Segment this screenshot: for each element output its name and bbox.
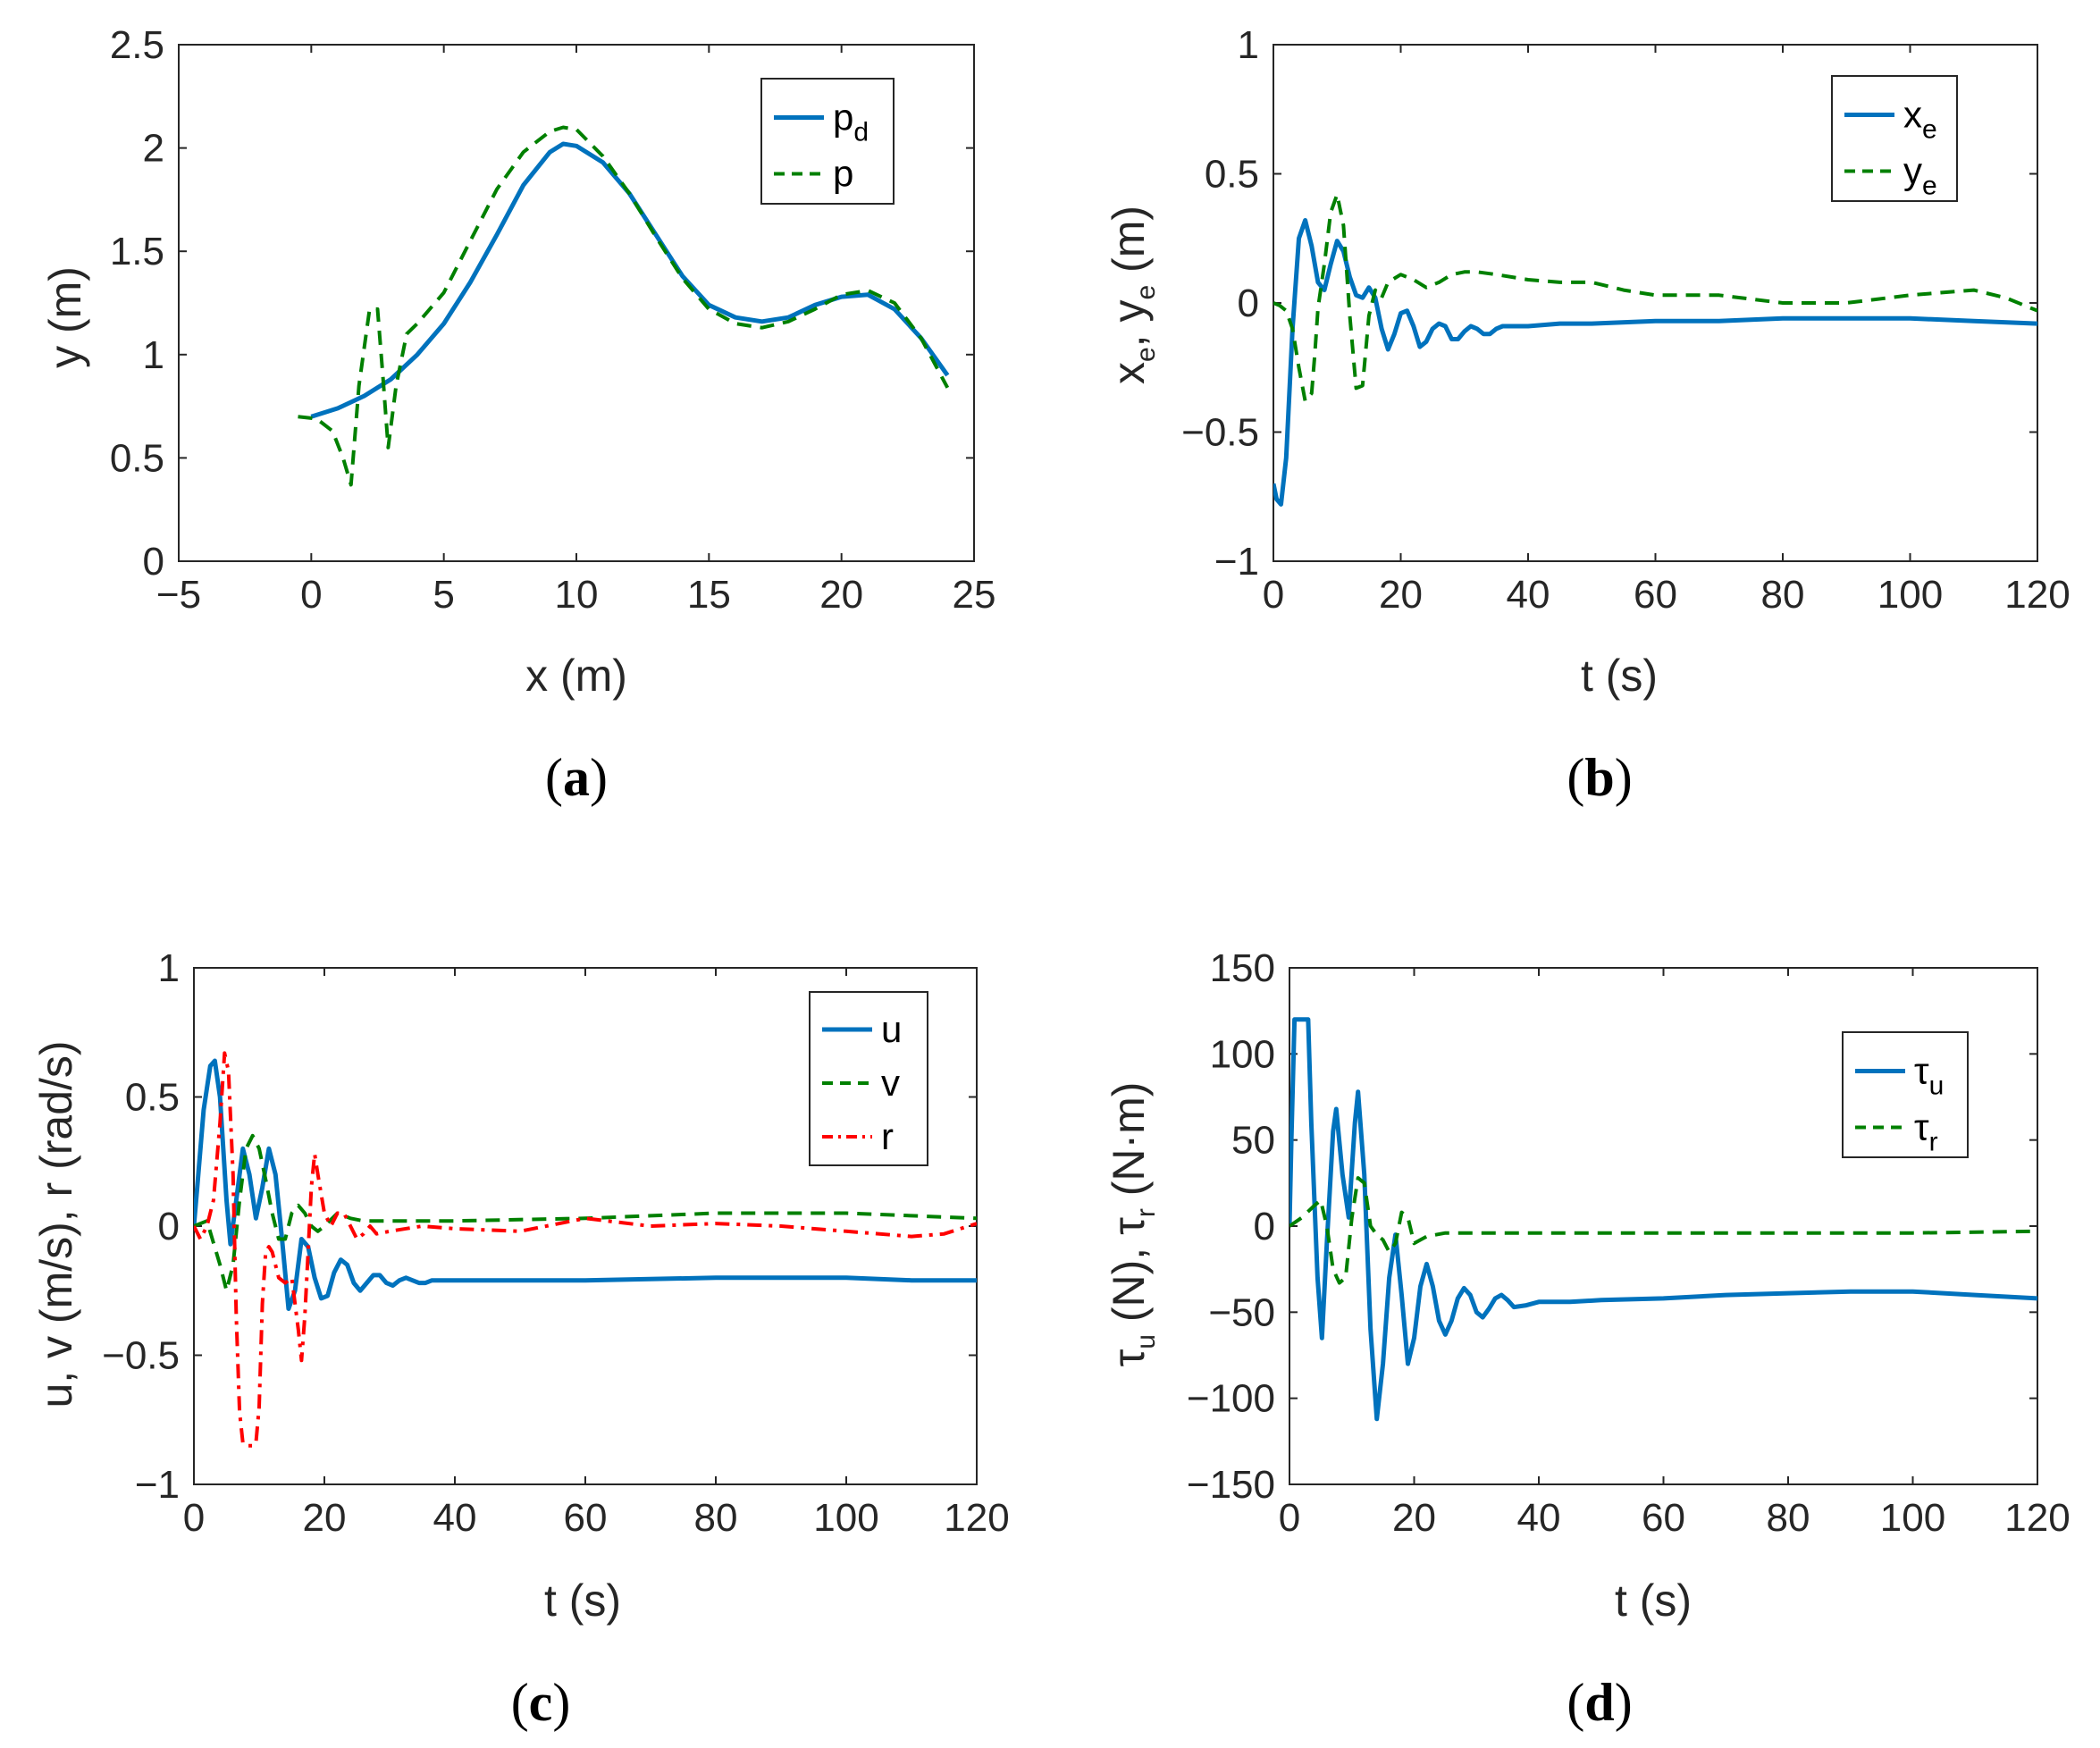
y-tick-label: 1.5 [110, 230, 164, 273]
y-tick-label: 0.5 [1205, 153, 1259, 197]
series-line-tau_u [1289, 1017, 2037, 1422]
legend-label: xe [1903, 94, 1937, 145]
panel-a-xlabel: x (m) [525, 651, 627, 701]
x-tick-label: 120 [944, 1496, 1009, 1540]
legend-box [760, 78, 895, 205]
x-tick-label: 60 [1642, 1496, 1685, 1540]
y-tick-label: 0.5 [125, 1076, 180, 1120]
x-tick-label: 0 [1263, 573, 1284, 617]
legend-label: τu [1914, 1050, 1944, 1101]
legend-box [1831, 75, 1958, 202]
y-tick-label: −50 [1208, 1290, 1275, 1334]
x-tick-label: 5 [433, 573, 454, 617]
x-tick-label: 15 [687, 573, 731, 617]
y-tick-label: 150 [1210, 946, 1275, 990]
x-tick-label: 20 [1379, 573, 1423, 617]
panel-d-ylabel: τu (N), τr (N·m) [1104, 1082, 1161, 1367]
x-tick-label: 40 [1507, 573, 1550, 617]
series-line-u [194, 1058, 977, 1311]
legend-label: r [881, 1115, 894, 1157]
y-tick-label: 1 [143, 333, 164, 377]
series-line-tau_r [1289, 1176, 2037, 1285]
x-tick-label: 120 [2004, 573, 2070, 617]
legend-label: u [881, 1008, 902, 1050]
series-line-p [298, 125, 950, 487]
legend-label: p [833, 153, 853, 195]
legend-box [809, 991, 928, 1166]
x-tick-label: 80 [694, 1496, 738, 1540]
x-tick-label: 20 [1392, 1496, 1436, 1540]
series-line-xe [1273, 218, 2037, 507]
y-tick-label: −100 [1187, 1377, 1275, 1421]
y-tick-label: 0 [143, 540, 164, 584]
x-tick-label: 20 [303, 1496, 347, 1540]
panel-b-caption: (b) [1567, 748, 1632, 807]
x-tick-label: 0 [1279, 1496, 1300, 1540]
x-tick-label: 20 [819, 573, 863, 617]
series-line-ye [1273, 192, 2037, 403]
y-tick-label: 1 [158, 946, 180, 990]
y-tick-label: −0.5 [102, 1334, 180, 1378]
legend-label: τr [1914, 1106, 1938, 1157]
legend-label: ye [1903, 150, 1937, 201]
legend-label: v [881, 1062, 900, 1104]
y-tick-label: 0 [1254, 1205, 1275, 1248]
series-line-r [194, 1051, 977, 1448]
y-tick-label: 2 [143, 127, 164, 171]
y-tick-label: 0 [158, 1205, 180, 1248]
panel-c-ylabel: u, v (m/s), r (rad/s) [31, 1040, 81, 1408]
legend-label: pd [833, 97, 869, 147]
x-tick-label: 25 [953, 573, 996, 617]
y-tick-label: 100 [1210, 1032, 1275, 1076]
x-tick-label: 100 [1877, 573, 1943, 617]
y-tick-label: −0.5 [1181, 411, 1259, 455]
panel-c-xlabel: t (s) [544, 1576, 621, 1626]
y-tick-label: 1 [1238, 23, 1259, 67]
panel-d-xlabel: t (s) [1615, 1576, 1692, 1626]
x-tick-label: 0 [183, 1496, 205, 1540]
y-tick-label: 50 [1231, 1119, 1275, 1163]
panel-c-caption: (c) [511, 1673, 571, 1732]
x-tick-label: 60 [1634, 573, 1677, 617]
x-tick-label: 60 [564, 1496, 608, 1540]
y-tick-label: 0.5 [110, 436, 164, 480]
x-tick-label: 40 [1517, 1496, 1561, 1540]
x-tick-label: 0 [300, 573, 322, 617]
y-tick-label: 2.5 [110, 23, 164, 67]
panel-a-caption: (a) [545, 748, 608, 807]
y-tick-label: −1 [1214, 540, 1259, 584]
y-tick-label: −150 [1187, 1463, 1275, 1507]
x-tick-label: 100 [813, 1496, 878, 1540]
y-tick-label: 0 [1238, 282, 1259, 325]
x-tick-label: 40 [433, 1496, 477, 1540]
x-tick-label: 80 [1761, 573, 1805, 617]
panel-a-ylabel: y (m) [40, 266, 90, 368]
legend-box [1842, 1031, 1969, 1158]
x-tick-label: 120 [2004, 1496, 2070, 1540]
y-tick-label: −1 [135, 1463, 180, 1507]
panel-d-caption: (d) [1567, 1673, 1632, 1732]
x-tick-label: −5 [156, 573, 201, 617]
series-line-v [194, 1133, 977, 1293]
x-tick-label: 100 [1880, 1496, 1945, 1540]
panel-b-xlabel: t (s) [1581, 651, 1658, 701]
x-tick-label: 80 [1767, 1496, 1810, 1540]
x-tick-label: 10 [555, 573, 599, 617]
panel-c: 0 20 40 60 80 100 120 −1 −0.5 0 0.5 1 uvr [102, 946, 1010, 1540]
panel-b-ylabel: xe, ye (m) [1104, 206, 1161, 384]
